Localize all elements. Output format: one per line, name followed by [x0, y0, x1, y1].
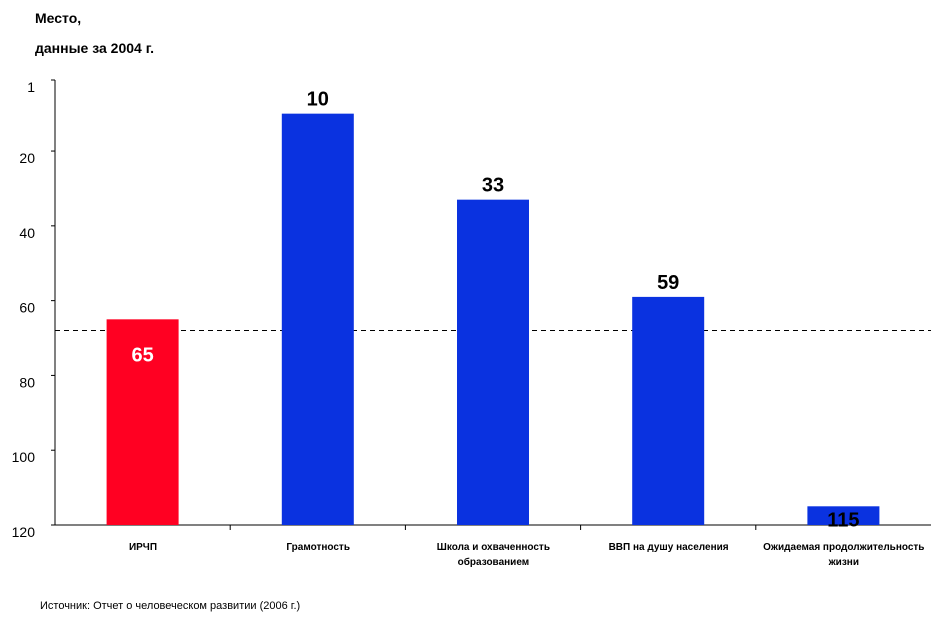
y-tick-label: 60 — [19, 300, 35, 316]
chart-bars: 65 10 33 59 115 — [55, 89, 931, 531]
y-tick-label: 80 — [19, 374, 35, 390]
bar — [632, 296, 705, 525]
x-category-label: ВВП на душу населения — [608, 542, 729, 553]
y-tick-label: 20 — [19, 150, 35, 166]
y-tick-label: 100 — [12, 449, 36, 465]
x-category-label: Ожидаемая продолжительность жизни — [763, 542, 925, 568]
bar — [807, 506, 880, 525]
y-tick-label: 40 — [19, 225, 35, 241]
y-tick-label: 1 — [27, 79, 35, 95]
chart-title-line1: Место, — [35, 10, 82, 26]
bar — [281, 113, 354, 526]
source-note: Источник: Отчет о человеческом развитии … — [40, 600, 301, 612]
bar-value-label: 59 — [657, 272, 679, 294]
bar-value-label: 65 — [131, 344, 153, 366]
bar — [457, 199, 529, 525]
bar-value-label: 115 — [827, 509, 859, 531]
x-category-label: ИРЧП — [128, 542, 158, 553]
bar — [106, 319, 179, 525]
x-category-label: Школа и охваченность образованием — [436, 542, 550, 568]
chart-title-line2: данные за 2004 г. — [35, 40, 155, 56]
y-tick-label: 120 — [12, 524, 36, 540]
bar-value-label: 33 — [482, 175, 504, 197]
bar-value-label: 10 — [307, 89, 329, 111]
x-category-label: Грамотность — [286, 542, 350, 553]
